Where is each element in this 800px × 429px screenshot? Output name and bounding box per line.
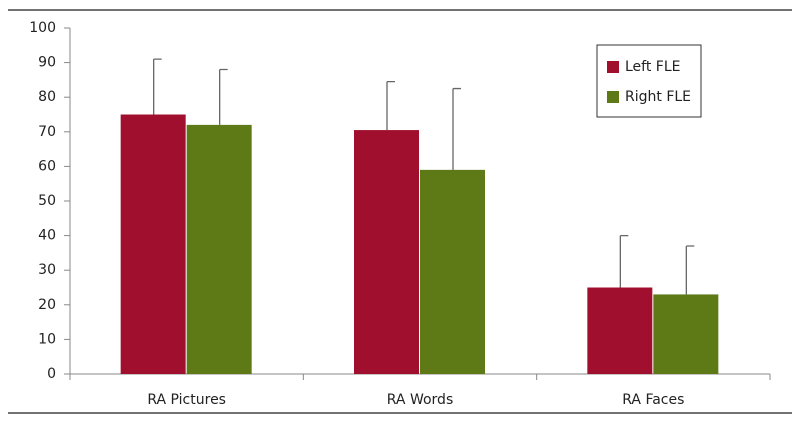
y-tick-label: 50 (38, 193, 56, 209)
error-bar (452, 87, 461, 170)
x-tick-label: RA Words (387, 392, 453, 408)
error-bar (685, 245, 695, 295)
y-tick-label: 40 (38, 228, 56, 244)
legend-swatch (607, 91, 619, 103)
y-tick-label: 100 (29, 20, 56, 36)
y-tick-label: 0 (47, 366, 56, 382)
bar (653, 294, 719, 374)
bar (587, 287, 653, 374)
error-bar (619, 234, 629, 288)
legend-label: Left FLE (625, 59, 681, 75)
x-tick-label: RA Faces (622, 392, 684, 408)
x-tick-label: RA Pictures (147, 392, 226, 408)
legend-label: Right FLE (625, 89, 691, 105)
y-tick-label: 80 (38, 89, 56, 105)
legend-box (596, 44, 702, 118)
y-tick-label: 20 (38, 297, 56, 313)
y-tick-label: 90 (38, 55, 56, 71)
bar (354, 130, 419, 374)
error-bar (386, 80, 395, 131)
legend-swatch (607, 61, 619, 73)
y-tick-label: 70 (38, 124, 56, 140)
error-bar (219, 68, 228, 125)
y-tick-label: 10 (38, 331, 56, 347)
y-tick-label: 30 (38, 262, 56, 278)
bar (120, 114, 186, 374)
bar (420, 169, 485, 374)
error-bar (153, 58, 162, 115)
bar (186, 124, 252, 374)
y-tick-label: 60 (38, 158, 56, 174)
